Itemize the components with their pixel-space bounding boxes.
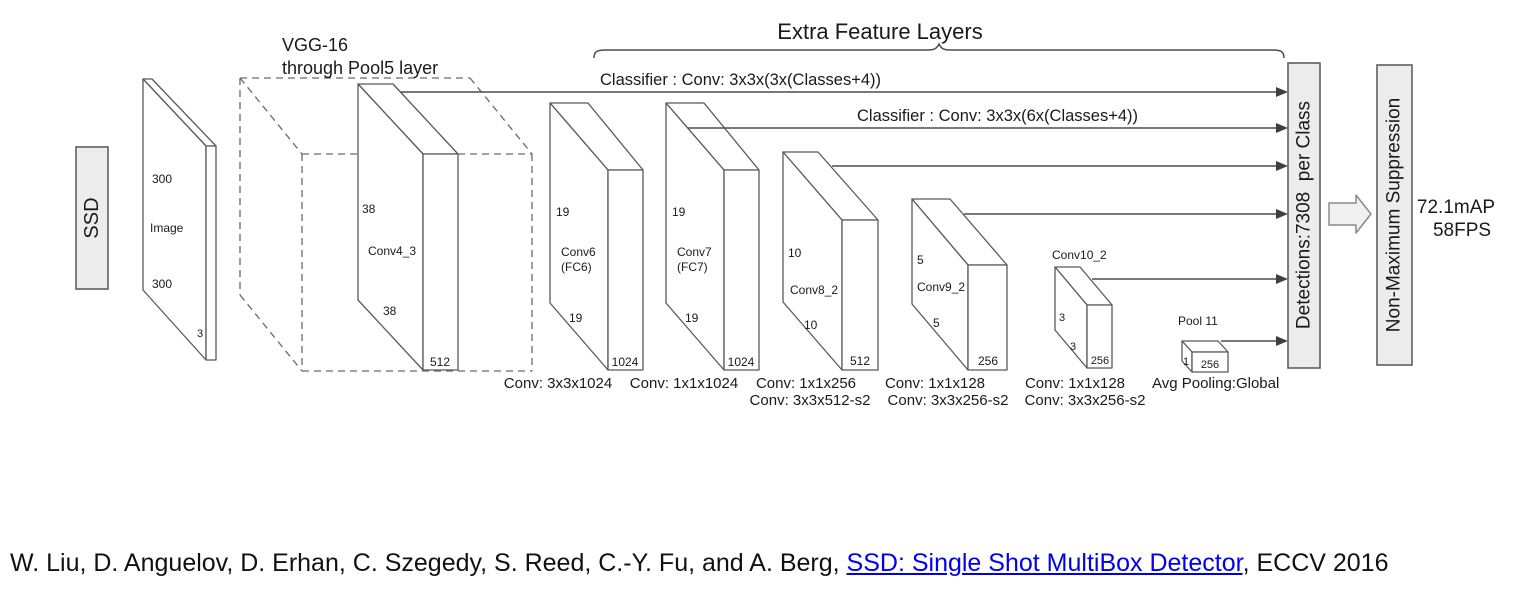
layer-name-label: Conv7 (677, 245, 712, 259)
op-conv9-1: Conv: 1x1x128 (885, 375, 985, 392)
layer-width-label: 38 (383, 304, 397, 318)
op-conv9-2: Conv: 3x3x256-s2 (888, 392, 1009, 409)
nms-panel: Non-Maximum Suppression (1376, 64, 1413, 366)
layer-conv7: 19 Conv7 (FC7) 19 1024 (665, 102, 760, 371)
header: Extra Feature Layers VGG-16 through Pool… (282, 19, 1285, 125)
layer-height-label: 3 (1059, 312, 1065, 324)
layer-height-label: 19 (672, 205, 686, 219)
slab-front-face (205, 145, 217, 361)
citation-prefix: W. Liu, D. Anguelov, D. Erhan, C. Szeged… (10, 549, 847, 577)
layer-alias-label: (FC7) (677, 260, 708, 274)
input-height-label: 300 (152, 172, 172, 186)
layer-conv8-2: 10 Conv8_2 10 512 (782, 151, 879, 371)
layer-name-label: Conv4_3 (368, 244, 416, 258)
op-conv10-2: Conv: 3x3x256-s2 (1025, 392, 1146, 409)
arrowhead-icon (1276, 274, 1288, 284)
layer-channels-label: 1024 (728, 355, 755, 369)
classifier-label-mid: Classifier : Conv: 3x3x(6x(Classes+4)) (857, 107, 1138, 125)
layer-pool11: Pool 11 1 256 (1178, 314, 1229, 373)
layer-name-label: Pool 11 (1178, 314, 1218, 328)
arrowhead-icon (1276, 336, 1288, 346)
input-width-label: 300 (152, 277, 172, 291)
layer-channels-label: 256 (978, 354, 998, 368)
citation-suffix: , ECCV 2016 (1242, 549, 1389, 577)
map-value: 72.1mAP (1417, 197, 1495, 218)
layer-name-label: Conv8_2 (790, 283, 838, 297)
arrowhead-icon (1276, 123, 1288, 133)
slab-front-face (967, 264, 1008, 371)
layer-channels-label: 1024 (612, 355, 639, 369)
layer-conv9-2: 5 Conv9_2 5 256 (911, 198, 1008, 371)
layer-channels-label: 256 (1201, 359, 1219, 371)
slab-front-face (841, 219, 879, 371)
input-channels-label: 3 (197, 328, 203, 340)
op-conv7: Conv: 1x1x1024 (630, 375, 738, 392)
arrowhead-icon (1276, 209, 1288, 219)
slab-front-face (422, 153, 459, 371)
classifier-label-top: Classifier : Conv: 3x3x(3x(Classes+4)) (600, 71, 881, 89)
paper-link[interactable]: SSD: Single Shot MultiBox Detector (846, 549, 1243, 577)
layer-channels-label: 512 (850, 354, 870, 368)
op-annotations: Conv: 3x3x1024 Conv: 1x1x1024 Conv: 1x1x… (504, 375, 1280, 409)
dashed-edge (239, 294, 303, 372)
nms-box (1376, 64, 1413, 366)
vgg-label-line1: VGG-16 (282, 35, 348, 55)
detections-label: Detections:7308 per Class (1294, 101, 1315, 329)
layer-conv6: 19 Conv6 (FC6) 19 1024 (549, 102, 644, 371)
fps-value: 58FPS (1433, 220, 1491, 241)
ssd-box (75, 146, 109, 290)
layer-height-label: 5 (917, 253, 924, 267)
layer-height-label: 38 (362, 202, 376, 216)
layer-name-label: Conv9_2 (917, 280, 965, 294)
layer-width-label: 5 (933, 316, 940, 330)
extra-feature-layers-title: Extra Feature Layers (777, 19, 982, 44)
detections-box (1287, 62, 1321, 369)
flow-arrows (401, 87, 1288, 346)
layer-input-image: 300 Image 300 3 (142, 78, 217, 361)
input-label: Image (150, 221, 184, 235)
ssd-label: SSD (81, 197, 103, 238)
brace (593, 42, 1285, 59)
ssd-panel: SSD (75, 146, 109, 290)
layer-channels-label: 512 (430, 355, 450, 369)
layer-alias-label: (FC6) (561, 260, 592, 274)
result-metrics: 72.1mAP 58FPS (1417, 197, 1495, 241)
layer-height-label: 1 (1183, 356, 1189, 368)
op-conv8-2: Conv: 3x3x512-s2 (750, 392, 871, 409)
layer-height-label: 19 (556, 205, 570, 219)
citation-line: W. Liu, D. Anguelov, D. Erhan, C. Szeged… (10, 549, 1389, 578)
slab-front-face (1086, 304, 1113, 369)
layer-width-label: 19 (569, 311, 583, 325)
detections-panel: Detections:7308 per Class (1287, 62, 1321, 369)
op-conv6: Conv: 3x3x1024 (504, 375, 612, 392)
slab-front-face (723, 169, 760, 371)
layer-conv10-2: Conv10_2 3 3 256 (1052, 248, 1113, 369)
layer-width-label: 10 (804, 318, 818, 332)
nms-label: Non-Maximum Suppression (1384, 98, 1405, 332)
arrowhead-icon (1276, 87, 1288, 97)
dashed-edge (469, 77, 533, 155)
layer-width-label: 3 (1070, 341, 1076, 353)
op-conv10-1: Conv: 1x1x128 (1025, 375, 1125, 392)
vgg-label-line2: through Pool5 layer (282, 58, 438, 78)
arrowhead-icon (1276, 161, 1288, 171)
layer-name-label: Conv6 (561, 245, 596, 259)
block-arrow-icon (1328, 194, 1372, 234)
layer-name-label: Conv10_2 (1052, 248, 1107, 262)
layer-conv4-3: 38 Conv4_3 38 512 (357, 83, 459, 371)
layer-channels-label: 256 (1091, 355, 1109, 367)
op-conv8-1: Conv: 1x1x256 (756, 375, 856, 392)
layer-height-label: 10 (788, 246, 802, 260)
layer-width-label: 19 (685, 311, 699, 325)
slab-side-face (142, 78, 207, 361)
slab-front-face (1191, 351, 1229, 373)
op-pool11: Avg Pooling:Global (1152, 375, 1279, 392)
slab-front-face (607, 169, 644, 371)
dashed-edge (239, 77, 303, 155)
